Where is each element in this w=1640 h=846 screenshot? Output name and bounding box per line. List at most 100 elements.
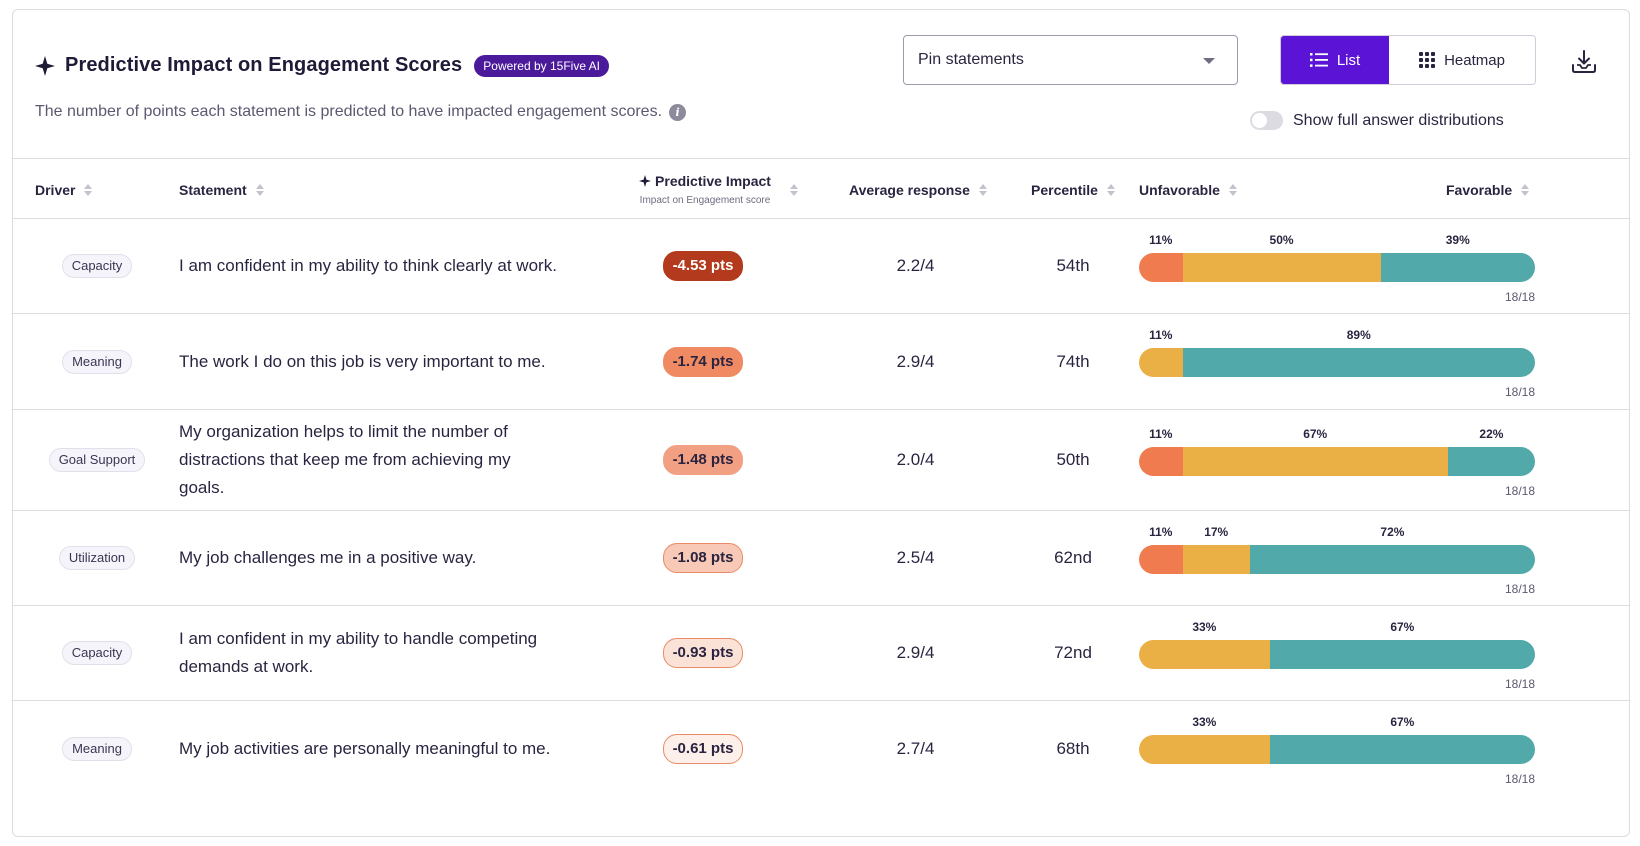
grid-icon <box>1419 52 1436 68</box>
response-count: 18/18 <box>1504 385 1535 399</box>
percentile-cell: 74th <box>1023 314 1123 409</box>
table-row[interactable]: Utilization My job challenges me in a pos… <box>13 511 1629 606</box>
impact-badge: -4.53 pts <box>662 251 744 281</box>
answer-distribution[interactable]: 33% 67% 18/18 <box>1139 620 1535 691</box>
distribution-percent-label: 50% <box>1269 233 1294 247</box>
average-response-cell: 2.5/4 <box>849 511 982 605</box>
statement-cell: My organization helps to limit the numbe… <box>179 410 559 510</box>
distribution-labels: 33% 67% <box>1139 620 1535 636</box>
response-count: 18/18 <box>1504 484 1535 498</box>
sort-icon <box>255 183 264 196</box>
driver-badge: Meaning <box>62 737 132 761</box>
distribution-labels: 11% 67% 22% <box>1139 427 1535 443</box>
impact-cell: -1.74 pts <box>613 314 793 409</box>
average-response-cell: 2.0/4 <box>849 410 982 510</box>
response-count: 18/18 <box>1504 772 1535 786</box>
driver-badge: Utilization <box>58 546 136 570</box>
distribution-percent-label: 67% <box>1390 620 1415 634</box>
average-response-cell: 2.2/4 <box>849 219 982 313</box>
answer-distribution[interactable]: 11% 50% 39% 18/18 <box>1139 233 1535 304</box>
heatmap-view-button[interactable]: Heatmap <box>1389 36 1535 84</box>
pin-statements-select[interactable]: Pin statements <box>903 35 1238 85</box>
distribution-percent-label: 22% <box>1479 427 1504 441</box>
heatmap-view-label: Heatmap <box>1444 51 1505 69</box>
average-response-cell: 2.7/4 <box>849 701 982 797</box>
distribution-bar <box>1139 545 1535 574</box>
impact-cell: -0.61 pts <box>613 701 793 797</box>
distribution-percent-label: 67% <box>1303 427 1328 441</box>
predictive-impact-card: Predictive Impact on Engagement Scores P… <box>12 9 1630 837</box>
response-count: 18/18 <box>1504 677 1535 691</box>
answer-distribution[interactable]: 11% 17% 72% 18/18 <box>1139 525 1535 596</box>
list-icon <box>1309 53 1328 67</box>
table-row[interactable]: Capacity I am confident in my ability to … <box>13 606 1629 701</box>
statement-text: I am confident in my ability to handle c… <box>179 629 538 676</box>
distribution-labels: 11% 17% 72% <box>1139 525 1535 541</box>
table-row[interactable]: Meaning The work I do on this job is very… <box>13 314 1629 410</box>
column-header-predictive-impact-sub: Impact on Engagement score <box>639 195 771 206</box>
answer-distribution[interactable]: 11% 67% 22% 18/18 <box>1139 427 1535 498</box>
distribution-segment <box>1139 253 1183 282</box>
statement-text: I am confident in my ability to think cl… <box>179 256 557 275</box>
percentile-cell: 62nd <box>1023 511 1123 605</box>
average-response-value: 2.7/4 <box>896 739 935 758</box>
impact-cell: -1.48 pts <box>613 410 793 510</box>
column-header-average-response[interactable]: Average response <box>849 159 987 220</box>
distribution-bar <box>1139 348 1535 377</box>
column-header-statement[interactable]: Statement <box>179 159 264 220</box>
distribution-segment <box>1139 348 1183 377</box>
distribution-percent-label: 89% <box>1346 328 1371 342</box>
column-header-percentile-label: Percentile <box>1031 181 1098 198</box>
table-row[interactable]: Meaning My job activities are personally … <box>13 701 1629 797</box>
full-distribution-switch[interactable] <box>1250 111 1283 130</box>
response-count: 18/18 <box>1504 582 1535 596</box>
average-response-value: 2.9/4 <box>896 643 935 662</box>
sparkle-icon <box>639 175 652 187</box>
distribution-percent-label: 33% <box>1192 620 1217 634</box>
distribution-percent-label: 39% <box>1445 233 1470 247</box>
distribution-percent-label: 11% <box>1149 525 1173 539</box>
distribution-percent-label: 67% <box>1390 715 1415 729</box>
distribution-labels: 11% 50% 39% <box>1139 233 1535 249</box>
download-icon[interactable] <box>1570 48 1598 76</box>
column-header-predictive-impact[interactable]: Predictive Impact Impact on Engagement s… <box>615 159 795 220</box>
impact-cell: -0.93 pts <box>613 606 793 700</box>
distribution-percent-label: 33% <box>1192 715 1217 729</box>
impact-badge: -0.61 pts <box>662 734 744 764</box>
distribution-percent-label: 72% <box>1380 525 1405 539</box>
info-icon[interactable]: i <box>669 103 687 121</box>
card-title: Predictive Impact on Engagement Scores <box>65 54 463 76</box>
column-header-favorable[interactable]: Favorable <box>1446 159 1530 220</box>
column-header-unfavorable[interactable]: Unfavorable <box>1139 159 1237 220</box>
column-header-percentile[interactable]: Percentile <box>1031 159 1115 220</box>
statement-cell: I am confident in my ability to handle c… <box>179 606 559 700</box>
table-row[interactable]: Capacity I am confident in my ability to … <box>13 219 1629 314</box>
sort-icon <box>1228 183 1237 196</box>
driver-badge: Capacity <box>61 254 133 278</box>
column-header-favorable-label: Favorable <box>1446 181 1513 198</box>
distribution-labels: 33% 67% <box>1139 715 1535 731</box>
driver-badge: Meaning <box>62 349 132 374</box>
statement-cell: My job challenges me in a positive way. <box>179 511 559 605</box>
distribution-bar <box>1139 253 1535 282</box>
list-view-label: List <box>1336 51 1361 69</box>
distribution-bar <box>1139 735 1535 764</box>
list-view-button[interactable]: List <box>1281 36 1389 84</box>
average-response-cell: 2.9/4 <box>849 314 982 409</box>
distribution-segment <box>1182 545 1250 574</box>
column-header-driver-label: Driver <box>35 181 76 198</box>
distribution-segment <box>1139 545 1183 574</box>
table-row[interactable]: Goal Support My organization helps to lim… <box>13 410 1629 511</box>
sparkle-icon <box>35 55 55 76</box>
predictive-impact-sort[interactable] <box>781 159 798 220</box>
sort-icon <box>1106 183 1115 196</box>
column-header-average-response-label: Average response <box>849 181 970 198</box>
distribution-segment <box>1182 447 1448 476</box>
column-header-statement-label: Statement <box>179 181 247 198</box>
answer-distribution[interactable]: 11% 89% 18/18 <box>1139 328 1535 399</box>
answer-distribution[interactable]: 33% 67% 18/18 <box>1139 715 1535 786</box>
percentile-cell: 54th <box>1023 219 1123 313</box>
impact-badge: -1.74 pts <box>662 346 744 377</box>
column-header-driver[interactable]: Driver <box>35 159 93 220</box>
full-distribution-toggle-row: Show full answer distributions <box>1250 111 1504 130</box>
